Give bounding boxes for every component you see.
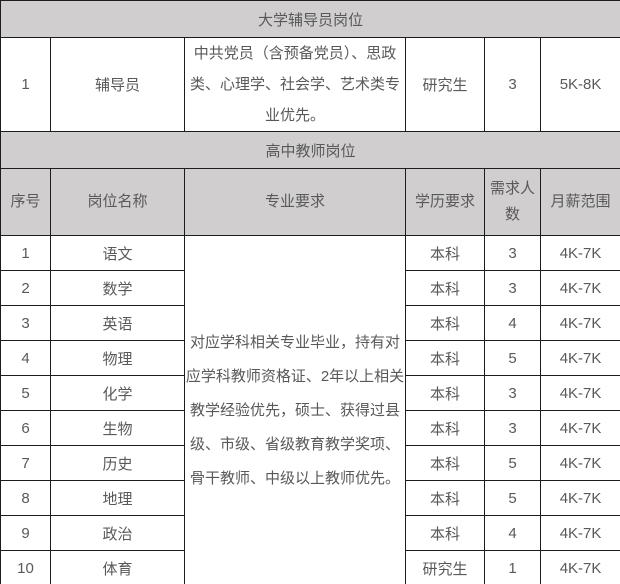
seq-cell: 10	[0, 550, 51, 584]
degree-cell: 本科	[405, 270, 485, 306]
degree-cell: 本科	[405, 480, 485, 516]
degree-cell: 研究生	[405, 550, 485, 584]
seq-cell: 1	[0, 37, 51, 132]
seq-cell: 8	[0, 480, 51, 516]
position-cell: 物理	[50, 340, 185, 376]
position-cell: 化学	[50, 375, 185, 411]
position-cell: 英语	[50, 305, 185, 341]
header-major: 专业要求	[184, 168, 406, 236]
position-cell: 数学	[50, 270, 185, 306]
salary-cell: 4K-7K	[539, 550, 620, 584]
position-cell: 语文	[50, 235, 185, 271]
count-cell: 3	[484, 37, 541, 132]
salary-cell: 5K-8K	[539, 37, 620, 132]
position-cell: 生物	[50, 410, 185, 446]
degree-cell: 本科	[405, 410, 485, 446]
salary-cell: 4K-7K	[539, 515, 620, 551]
position-cell: 体育	[50, 550, 185, 584]
position-cell: 辅导员	[50, 37, 185, 132]
table-row: 1 语文 对应学科相关专业毕业，持有对应学科教师资格证、2年以上相关教学经验优先…	[0, 235, 620, 584]
seq-cell: 2	[0, 270, 51, 306]
degree-cell: 本科	[405, 305, 485, 341]
header-salary: 月薪范围	[539, 168, 620, 236]
salary-cell: 4K-7K	[539, 375, 620, 411]
degree-cell: 本科	[405, 445, 485, 481]
university-section-title: 大学辅导员岗位	[0, 0, 620, 38]
seq-cell: 1	[0, 235, 51, 271]
header-position: 岗位名称	[50, 168, 185, 236]
count-cell: 1	[484, 550, 541, 584]
degree-cell: 研究生	[405, 37, 485, 132]
table-row: 6 生物 本科 3 4K-7K	[0, 410, 620, 446]
table-row: 2 数学 本科 3 4K-7K	[0, 270, 620, 306]
requirements-cell: 中共党员（含预备党员）、思政类、心理学、社会学、艺术类专业优先。	[184, 37, 406, 132]
salary-cell: 4K-7K	[539, 340, 620, 376]
salary-cell: 4K-7K	[539, 235, 620, 271]
highschool-section-header: 高中教师岗位	[0, 131, 620, 169]
degree-cell: 本科	[405, 375, 485, 411]
university-section-header: 大学辅导员岗位	[0, 0, 620, 38]
salary-cell: 4K-7K	[539, 270, 620, 306]
seq-cell: 9	[0, 515, 51, 551]
count-cell: 5	[484, 480, 541, 516]
degree-cell: 本科	[405, 340, 485, 376]
degree-cell: 本科	[405, 515, 485, 551]
column-header-row: 序号 岗位名称 专业要求 学历要求 需求人数 月薪范围	[0, 168, 620, 236]
seq-cell: 7	[0, 445, 51, 481]
counselor-row: 1 辅导员 中共党员（含预备党员）、思政类、心理学、社会学、艺术类专业优先。 研…	[0, 37, 620, 132]
count-cell: 3	[484, 270, 541, 306]
count-cell: 4	[484, 515, 541, 551]
position-cell: 历史	[50, 445, 185, 481]
header-seq: 序号	[0, 168, 51, 236]
position-cell: 政治	[50, 515, 185, 551]
table-row: 10 体育 研究生 1 4K-7K	[0, 550, 620, 584]
header-count: 需求人数	[484, 168, 541, 236]
seq-cell: 3	[0, 305, 51, 341]
position-cell: 地理	[50, 480, 185, 516]
count-cell: 3	[484, 375, 541, 411]
degree-cell: 本科	[405, 235, 485, 271]
count-cell: 3	[484, 410, 541, 446]
shared-requirements-cell: 对应学科相关专业毕业，持有对应学科教师资格证、2年以上相关教学经验优先，硕士、获…	[184, 235, 406, 584]
salary-cell: 4K-7K	[539, 480, 620, 516]
salary-cell: 4K-7K	[539, 410, 620, 446]
count-cell: 4	[484, 305, 541, 341]
count-cell: 5	[484, 445, 541, 481]
highschool-section-title: 高中教师岗位	[0, 131, 620, 169]
seq-cell: 6	[0, 410, 51, 446]
count-cell: 5	[484, 340, 541, 376]
seq-cell: 4	[0, 340, 51, 376]
seq-cell: 5	[0, 375, 51, 411]
count-cell: 3	[484, 235, 541, 271]
salary-cell: 4K-7K	[539, 445, 620, 481]
header-degree: 学历要求	[405, 168, 485, 236]
salary-cell: 4K-7K	[539, 305, 620, 341]
